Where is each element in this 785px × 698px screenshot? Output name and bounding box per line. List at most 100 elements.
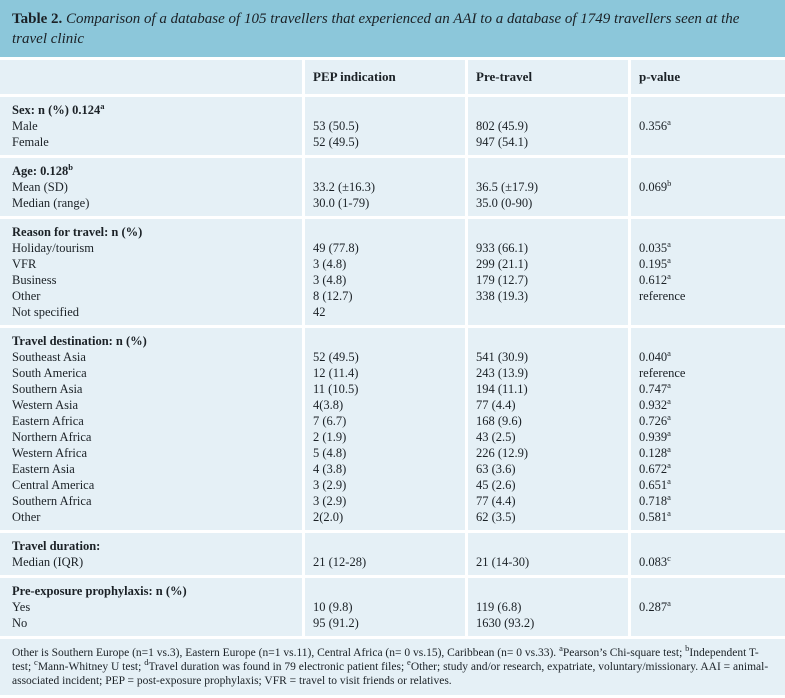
pre-travel-column: 933 (66.1) 299 (21.1) 179 (12.7) 338 (19.3) bbox=[468, 219, 628, 325]
spacer-line bbox=[476, 163, 620, 179]
p-value-column: 0.040a reference 0.747a 0.932a 0.726a 0.939a 0… bbox=[631, 328, 785, 530]
pep-value: 2 (1.9) bbox=[313, 430, 347, 444]
spacer-line bbox=[639, 163, 777, 179]
pep-indication-column: 52 (49.5) 12 (11.4) 11 (10.5) 4(3.8) 7 (6.7)… bbox=[305, 328, 465, 530]
pre-travel-value: 43 (2.5) bbox=[476, 430, 516, 444]
pre-travel-value: 21 (14-30) bbox=[476, 555, 530, 569]
pre-travel-value: 62 (3.5) bbox=[476, 510, 516, 524]
superscript-marker: a bbox=[667, 411, 671, 422]
spacer-line bbox=[476, 538, 620, 554]
footnote-segment: Other is Southern Europe (n=1 vs.3), Eas… bbox=[12, 647, 560, 659]
p-value bbox=[639, 615, 777, 631]
table-title: Table 2. Comparison of a database of 105… bbox=[0, 0, 785, 57]
p-value: reference bbox=[639, 366, 686, 380]
superscript-marker: a bbox=[667, 597, 671, 608]
pep-value: 5 (4.8) bbox=[313, 446, 347, 460]
pep-value: 21 (12-28) bbox=[313, 555, 367, 569]
spacer-line bbox=[313, 224, 457, 240]
pep-value: 30.0 (1-79) bbox=[313, 196, 370, 210]
pre-travel-value: 77 (4.4) bbox=[476, 398, 516, 412]
pre-travel-value: 1630 (93.2) bbox=[476, 616, 535, 630]
row-label: Median (range) bbox=[12, 196, 90, 210]
pre-travel-value: 802 (45.9) bbox=[476, 119, 529, 133]
footnote-text: Other is Southern Europe (n=1 vs.3), Eas… bbox=[0, 639, 785, 695]
p-value bbox=[639, 195, 777, 211]
section-label: Pre-exposure prophylaxis: n (%) bbox=[12, 584, 187, 598]
superscript-marker: c bbox=[667, 552, 671, 563]
pre-travel-value: 947 (54.1) bbox=[476, 135, 529, 149]
pre-travel-value: 36.5 (±17.9) bbox=[476, 180, 539, 194]
pep-value: 10 (9.8) bbox=[313, 600, 353, 614]
table-section: Travel destination: n (%) Southeast Asia S… bbox=[0, 328, 785, 530]
pep-value: 12 (11.4) bbox=[313, 366, 359, 380]
row-label: Not specified bbox=[12, 305, 79, 319]
p-value: 0.581a bbox=[639, 507, 671, 524]
pep-indication-column: 33.2 (±16.3) 30.0 (1-79) bbox=[305, 158, 465, 216]
p-value: 0.747a bbox=[639, 379, 671, 396]
superscript-marker: b bbox=[685, 643, 690, 654]
header-empty bbox=[0, 60, 302, 94]
pep-value: 49 (77.8) bbox=[313, 241, 359, 255]
header-p-value: p-value bbox=[631, 60, 785, 94]
superscript-marker: a bbox=[667, 475, 671, 486]
row-label: Other bbox=[12, 510, 41, 524]
pre-travel-value bbox=[476, 304, 620, 320]
p-value: 0.040a bbox=[639, 347, 671, 364]
spacer-line bbox=[639, 583, 777, 599]
pep-value: 52 (49.5) bbox=[313, 135, 359, 149]
p-value: 0.612a bbox=[639, 270, 671, 287]
p-value: 0.128a bbox=[639, 443, 671, 460]
superscript-marker: a bbox=[559, 643, 563, 654]
pep-value: 3 (4.8) bbox=[313, 273, 347, 287]
table-section: Reason for travel: n (%) Holiday/tourism V… bbox=[0, 219, 785, 325]
pre-travel-column: 119 (6.8) 1630 (93.2) bbox=[468, 578, 628, 636]
spacer-line bbox=[313, 538, 457, 554]
row-label: Southeast Asia bbox=[12, 350, 86, 364]
spacer-line bbox=[476, 102, 620, 118]
row-label: Business bbox=[12, 273, 57, 287]
pep-value: 52 (49.5) bbox=[313, 350, 359, 364]
footnote-segment: bIndependent T-test; bbox=[12, 643, 759, 673]
pre-travel-column: 541 (30.9) 243 (13.9) 194 (11.1) 77 (4.4) 16… bbox=[468, 328, 628, 530]
p-value: 0.939a bbox=[639, 427, 671, 444]
superscript-marker: a bbox=[667, 427, 671, 438]
header-pre-travel: Pre-travel bbox=[468, 60, 628, 94]
section-label-column: Sex: n (%) 0.124a Male Female bbox=[0, 97, 302, 155]
row-label: VFR bbox=[12, 257, 37, 271]
pre-travel-column: 802 (45.9) 947 (54.1) bbox=[468, 97, 628, 155]
superscript-marker: e bbox=[407, 657, 411, 668]
row-label: Southern Africa bbox=[12, 494, 92, 508]
pre-travel-value: 299 (21.1) bbox=[476, 257, 529, 271]
p-value: 0.069b bbox=[639, 177, 672, 194]
pre-travel-value: 243 (13.9) bbox=[476, 366, 529, 380]
p-value: 0.356a bbox=[639, 116, 671, 133]
pep-value: 8 (12.7) bbox=[313, 289, 353, 303]
pep-indication-column: 49 (77.8) 3 (4.8) 3 (4.8) 8 (12.7) 42 bbox=[305, 219, 465, 325]
table-section: Age: 0.128b Mean (SD) Median (range) 33.2 … bbox=[0, 158, 785, 216]
p-value: 0.035a bbox=[639, 238, 671, 255]
pep-indication-column: 10 (9.8) 95 (91.2) bbox=[305, 578, 465, 636]
pre-travel-column: 36.5 (±17.9) 35.0 (0-90) bbox=[468, 158, 628, 216]
section-label-column: Age: 0.128b Mean (SD) Median (range) bbox=[0, 158, 302, 216]
pep-value: 42 bbox=[313, 305, 326, 319]
spacer-line bbox=[476, 583, 620, 599]
spacer-line bbox=[639, 333, 777, 349]
superscript-marker: a bbox=[667, 238, 671, 249]
spacer-line bbox=[639, 102, 777, 118]
pep-value: 11 (10.5) bbox=[313, 382, 359, 396]
p-value: 0.672a bbox=[639, 459, 671, 476]
p-value: 0.195a bbox=[639, 254, 671, 271]
pep-value: 4(3.8) bbox=[313, 398, 344, 412]
table-footnote: Other is Southern Europe (n=1 vs.3), Eas… bbox=[0, 639, 785, 695]
p-value bbox=[639, 304, 777, 320]
pep-value: 2(2.0) bbox=[313, 510, 344, 524]
section-label-column: Pre-exposure prophylaxis: n (%) Yes No bbox=[0, 578, 302, 636]
pre-travel-value: 933 (66.1) bbox=[476, 241, 529, 255]
section-label-column: Travel destination: n (%) Southeast Asia S… bbox=[0, 328, 302, 530]
row-label: Holiday/tourism bbox=[12, 241, 94, 255]
superscript-marker: a bbox=[667, 116, 671, 127]
pre-travel-value: 119 (6.8) bbox=[476, 600, 522, 614]
row-label: Western Africa bbox=[12, 446, 87, 460]
row-label: Median (IQR) bbox=[12, 555, 84, 569]
